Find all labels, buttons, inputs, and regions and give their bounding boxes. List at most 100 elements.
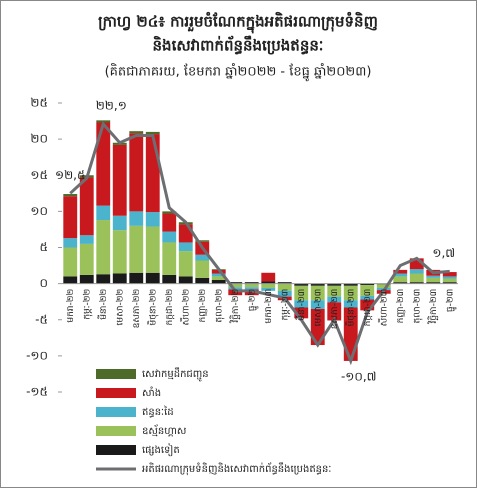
bar-segment <box>178 242 193 252</box>
bar-segment <box>211 280 226 284</box>
bar-segment <box>393 269 408 274</box>
y-tick-label: -១៥ <box>26 385 48 399</box>
x-tick-label: មករា-២២ <box>66 289 76 323</box>
x-tick-label: ធ្នូ-២២ <box>247 289 258 312</box>
bar-segment <box>360 285 375 296</box>
x-tick-label: វិច្ឆិកា-២៣ <box>427 289 439 325</box>
chart-title: ក្រាហ្វ ២៤៖ ការរួមចំណែកក្នុងអតិផរណាក្រុម… <box>98 12 378 34</box>
x-tick-label: មិថុនា-២២ <box>146 289 158 326</box>
x-tick-label: មិថុនា-២៣ <box>344 289 356 327</box>
line <box>69 120 450 366</box>
bar-segment <box>162 274 177 284</box>
data-label: ១,៧ <box>432 246 455 260</box>
bar-segment <box>360 283 375 286</box>
bar-segment <box>195 277 210 284</box>
bar-segment <box>327 285 342 297</box>
bar-segment <box>261 281 276 284</box>
bar-segment <box>277 283 292 291</box>
data-label: ១២,៥ <box>55 168 85 182</box>
bar-segment <box>96 274 111 284</box>
bar-segment <box>393 276 408 283</box>
bar-segment <box>145 134 160 213</box>
bar-segment <box>343 285 358 301</box>
bar-segment <box>294 300 309 308</box>
bar-segment <box>442 276 457 279</box>
x-tick-label: កក្កដា-២៣ <box>363 289 373 327</box>
x-tick-label: កុម្ភៈ-២៣ <box>280 289 290 321</box>
bar-segment <box>195 240 210 242</box>
bar-segment <box>63 276 78 284</box>
legend-label: អតិផរណាក្រុមទំនិញនិងសេវាពាក់ព័ន្ធនឹងប្រេ… <box>142 462 331 476</box>
bar-segment <box>393 273 408 277</box>
bar-segment <box>178 251 193 277</box>
bar-segment <box>79 274 94 284</box>
bar-segment <box>261 287 276 291</box>
bar-segment <box>343 300 358 308</box>
x-tick-label: សីហា-២២ <box>179 289 191 326</box>
x-tick-label: មេសា-២២ <box>115 289 125 326</box>
legend-swatch <box>96 426 136 436</box>
x-tick-label: មីនា-២៣ <box>295 289 307 321</box>
bar-segment <box>145 131 160 135</box>
bar-segment <box>393 282 408 284</box>
bar-segment <box>343 283 358 286</box>
bar-segment <box>228 283 243 288</box>
y-tick-label: ២០ <box>30 132 48 146</box>
legend-label: ឥន្ធនៈដៃ <box>142 405 174 418</box>
legend-label: ផ្សេងទៀត <box>142 443 180 457</box>
y-tick-label: -៥ <box>35 312 48 326</box>
bar-segment <box>261 283 276 288</box>
bar-segment <box>261 272 276 282</box>
data-label: -១០,៧ <box>341 369 377 383</box>
x-tick-label: មករា-២៣ <box>264 289 274 324</box>
bar-segment <box>96 220 111 275</box>
bar-segment <box>129 211 144 226</box>
x-tick-label: ឧសភា-២៣ <box>330 289 340 330</box>
bar-segment <box>426 277 441 283</box>
bar-segment <box>360 299 375 311</box>
legend-swatch <box>96 369 136 379</box>
bar-segment <box>195 254 210 261</box>
bar-segment <box>129 225 144 273</box>
y-tick-label: ៥ <box>40 240 49 254</box>
bar-segment <box>211 276 226 281</box>
bar-segment <box>145 226 160 273</box>
bar-segment <box>327 283 342 286</box>
bar-segment <box>96 205 111 221</box>
legend-swatch <box>96 407 136 417</box>
x-tick-label: តុលា-២៣ <box>412 289 422 324</box>
x-tick-label: តុលា-២២ <box>214 289 224 323</box>
bar-segment <box>79 177 94 236</box>
bar-segment <box>96 122 111 206</box>
bar-segment <box>294 307 309 319</box>
bar-segment <box>409 282 424 284</box>
x-tick-label: កុម្ភៈ-២២ <box>82 289 92 320</box>
chart-title: និងសេវាពាក់ព័ន្ធនឹងប្រេងឥន្ធនៈ <box>153 36 324 55</box>
x-tick-label: ធ្នូ-២៣ <box>445 289 456 312</box>
legend-swatch <box>96 445 136 455</box>
bar-segment <box>211 273 226 277</box>
bar-segment <box>145 212 160 227</box>
bar-segment <box>277 290 292 297</box>
x-tick-label: ឧសភា-២២ <box>132 289 142 329</box>
bar-segment <box>63 194 78 197</box>
bar-segment <box>162 211 177 214</box>
data-label: ២២,១ <box>96 98 127 112</box>
bar-segment <box>112 273 127 284</box>
bar-segment <box>244 283 259 288</box>
y-tick-label: ២៥ <box>30 96 48 110</box>
x-tick-label: កញ្ញា-២៣ <box>396 289 406 324</box>
y-tick-label: ១៥ <box>30 168 48 182</box>
legend-label: ឧស្ម័នហ្គាស <box>142 424 187 437</box>
bar-segment <box>211 269 226 274</box>
bar-segment <box>96 120 111 123</box>
bar-segment <box>162 242 177 275</box>
y-tick-label: ១០ <box>30 204 48 218</box>
bar-segment <box>310 283 325 286</box>
y-tick-label: ០ <box>40 276 49 290</box>
x-tick-label: កក្កដា-២២ <box>165 289 175 326</box>
bar-segment <box>442 272 457 277</box>
bar-segment <box>112 230 127 274</box>
bar-segment <box>162 213 177 232</box>
